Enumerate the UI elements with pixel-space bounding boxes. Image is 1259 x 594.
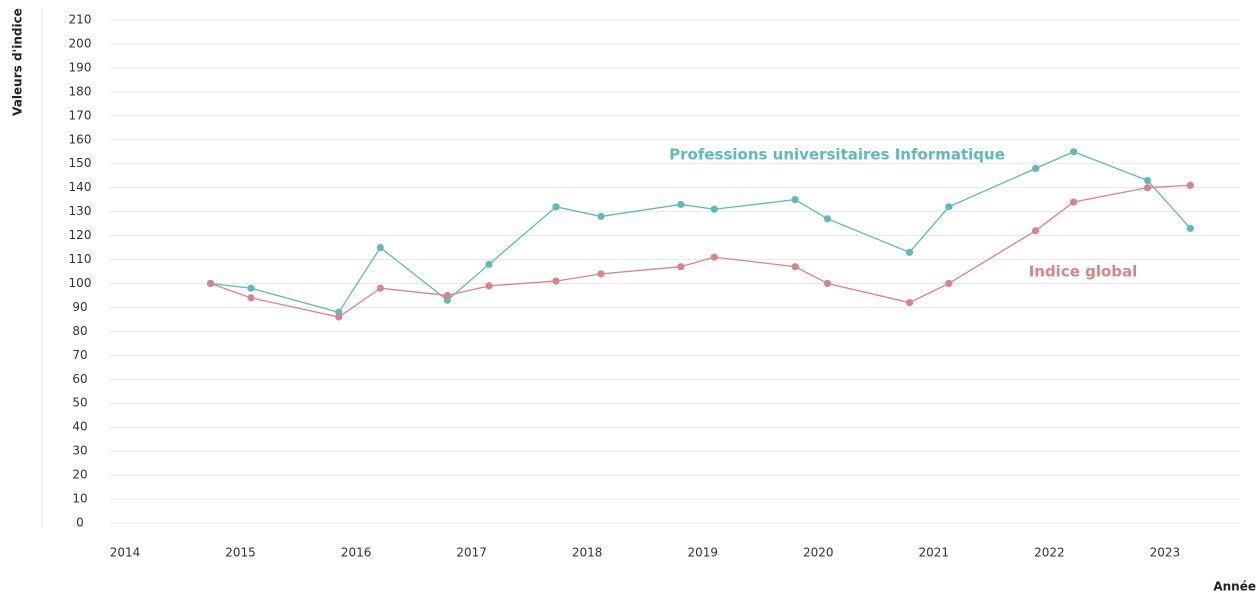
y-tick-label: 160: [69, 132, 92, 146]
y-tick-label: 80: [72, 324, 87, 338]
x-tick-label: 2014: [110, 546, 141, 560]
data-point: [905, 299, 914, 307]
data-point: [1186, 181, 1194, 189]
x-tick-label: 2020: [803, 546, 834, 560]
y-tick-label: 90: [72, 300, 87, 314]
y-tick-label: 130: [69, 204, 92, 218]
data-point: [485, 260, 493, 268]
data-point: [1186, 224, 1194, 232]
data-point: [376, 284, 384, 292]
y-tick-label: 10: [72, 492, 87, 506]
data-point: [376, 243, 384, 252]
series-line: [210, 184, 1191, 318]
data-point: [443, 291, 451, 300]
data-point: [677, 200, 685, 209]
x-tick-label: 2019: [687, 546, 718, 560]
y-tick-label: 120: [69, 228, 92, 242]
x-tick-label: 2021: [919, 546, 950, 560]
y-tick-label: 0: [76, 516, 84, 530]
y-tick-label: 210: [69, 13, 92, 27]
y-tick-label: 50: [72, 396, 87, 410]
x-tick-label: 2017: [456, 546, 487, 560]
y-tick-label: 110: [69, 252, 92, 266]
series-line: [210, 151, 1191, 313]
y-tick-label: 70: [72, 348, 87, 362]
x-tick-label: 2016: [341, 546, 372, 560]
x-tick-label: 2015: [225, 546, 256, 560]
data-point: [1031, 227, 1040, 235]
y-tick-label: 150: [69, 156, 92, 170]
y-tick-label: 20: [72, 468, 87, 482]
y-tick-label: 200: [69, 36, 92, 50]
data-point: [945, 279, 953, 288]
data-point: [1031, 164, 1040, 173]
x-tick-label: 2018: [572, 546, 603, 560]
data-point: [206, 279, 215, 288]
y-tick-label: 60: [72, 372, 87, 386]
y-tick-label: 140: [69, 180, 92, 194]
data-point: [1143, 184, 1152, 192]
data-point: [677, 263, 685, 271]
data-point: [597, 212, 605, 221]
data-point: [791, 263, 799, 271]
data-point: [1070, 148, 1078, 156]
y-tick-label: 30: [72, 444, 87, 458]
y-tick-label: 190: [69, 60, 92, 74]
data-point: [552, 203, 560, 211]
data-point: [247, 284, 255, 292]
data-point: [247, 294, 255, 302]
data-point: [335, 313, 343, 321]
data-point: [485, 282, 493, 290]
data-point: [1070, 198, 1078, 206]
data-point: [905, 248, 914, 256]
data-point: [552, 277, 560, 285]
x-axis-label: Année: [1213, 580, 1256, 594]
data-point: [710, 253, 718, 261]
data-point: [710, 205, 718, 213]
series-label: Professions universitaires Informatique: [669, 146, 1005, 164]
y-axis-label: Valeurs d'indice: [11, 8, 25, 116]
y-tick-label: 100: [69, 276, 92, 290]
y-tick-label: 180: [69, 84, 92, 98]
data-point: [1143, 176, 1152, 185]
data-point: [597, 270, 605, 278]
data-point: [823, 215, 832, 223]
x-tick-label: 2023: [1150, 546, 1181, 560]
y-tick-label: 170: [69, 108, 92, 122]
data-point: [945, 203, 953, 211]
data-point: [823, 279, 832, 288]
data-point: [791, 196, 799, 204]
series-label: Indice global: [1029, 263, 1138, 281]
x-tick-label: 2022: [1034, 546, 1065, 560]
y-tick-label: 40: [72, 420, 87, 434]
